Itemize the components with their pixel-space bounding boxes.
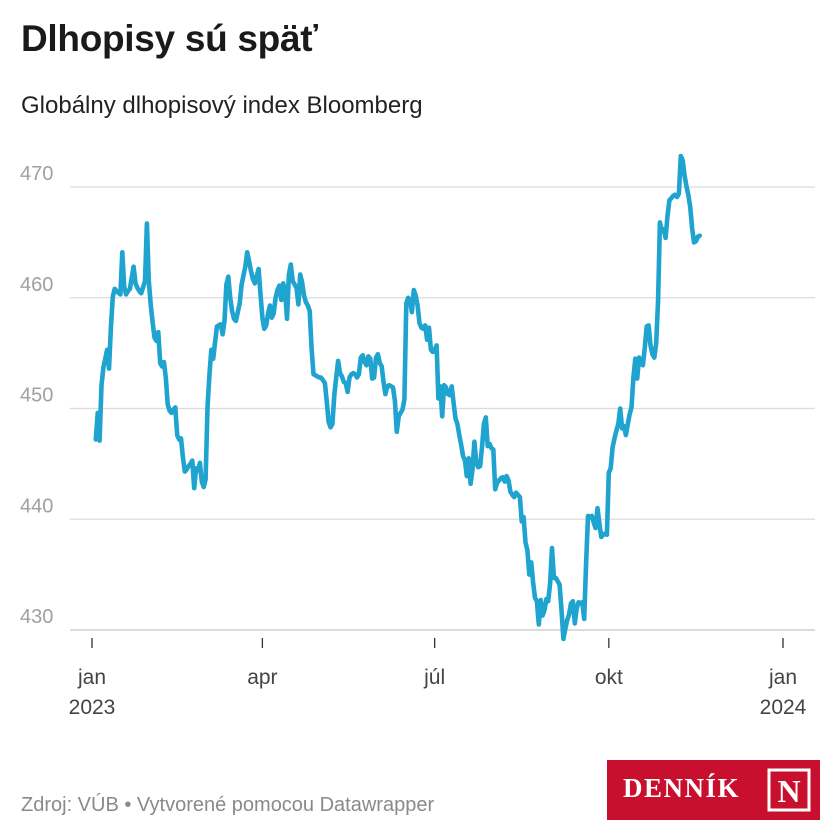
x-tick-label: júl <box>423 666 445 689</box>
chart-subtitle: Globálny dlhopisový index Bloomberg <box>21 92 423 119</box>
chart-title: Dlhopisy sú späť <box>21 18 318 59</box>
y-tick-label: 430 <box>20 606 53 628</box>
line-chart: 430 440 450 460 470 jan 2023 apr júl okt jan 2024 <box>20 153 815 719</box>
logo-text: DENNÍK <box>623 773 741 803</box>
x-tick-label: okt <box>595 666 623 689</box>
dennik-n-logo[interactable]: DENNÍK N <box>607 760 820 820</box>
x-tick-label: jan <box>77 666 106 689</box>
y-tick-label: 440 <box>20 495 53 517</box>
x-tick-label: apr <box>247 666 277 689</box>
y-tick-label: 470 <box>20 163 53 185</box>
series-line <box>93 153 703 642</box>
logo-letter: N <box>777 773 800 809</box>
source-note: Zdroj: VÚB • Vytvorené pomocou Datawrapp… <box>21 794 435 816</box>
y-tick-label: 450 <box>20 385 53 407</box>
n-logo-icon: N <box>767 768 811 812</box>
x-tick-label: jan <box>768 666 797 689</box>
x-tick-sublabel: 2023 <box>69 696 116 719</box>
y-tick-label: 460 <box>20 274 53 296</box>
x-tick-sublabel: 2024 <box>760 696 807 719</box>
